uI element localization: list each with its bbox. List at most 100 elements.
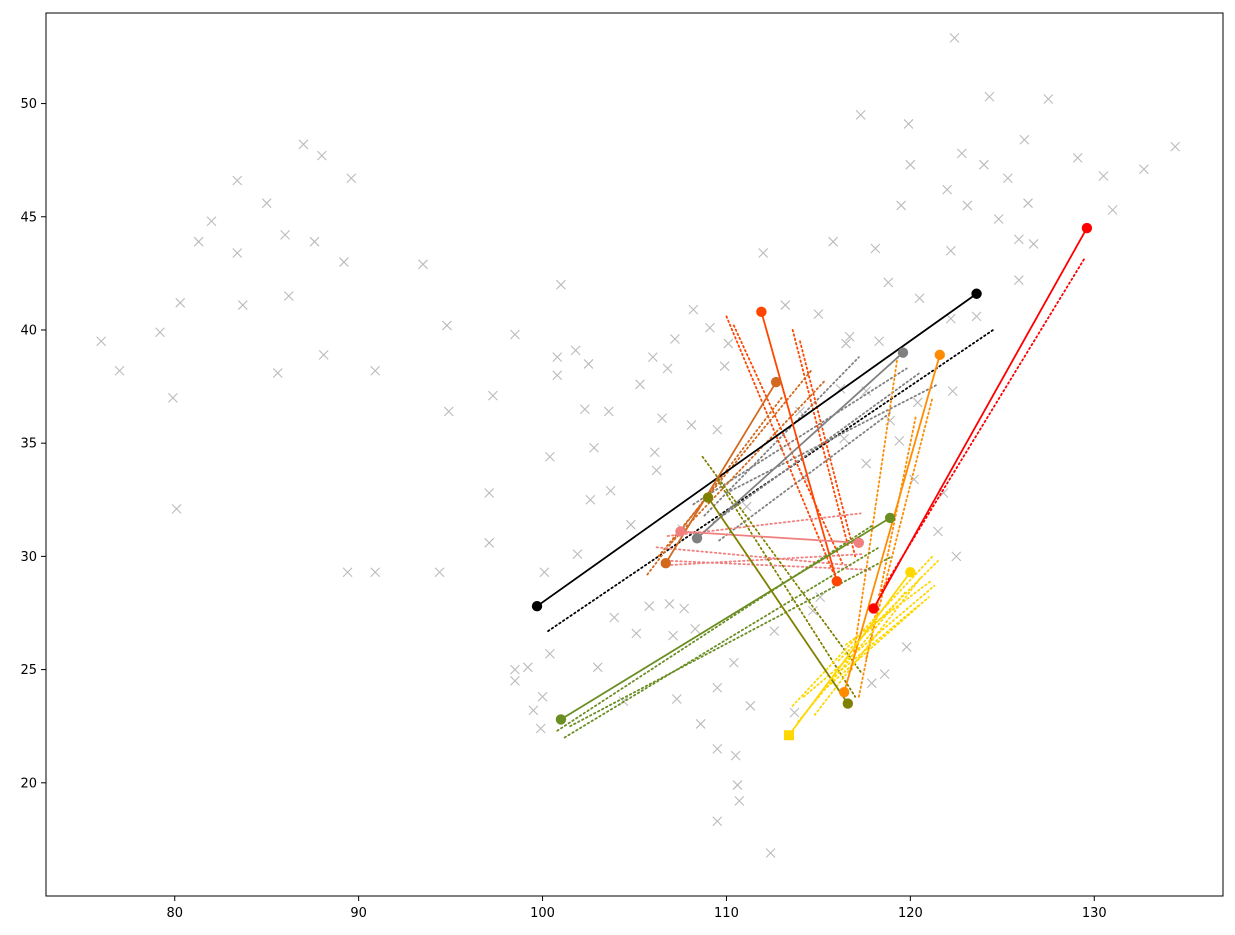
background-point	[942, 184, 953, 195]
background-point	[171, 503, 182, 514]
y-tick-label: 25	[20, 663, 37, 678]
background-point	[732, 780, 743, 790]
background-point	[649, 447, 660, 458]
background-point	[870, 243, 881, 254]
background-point	[808, 605, 818, 616]
dotted-segment	[878, 256, 1086, 596]
x-tick-label: 110	[714, 906, 739, 921]
background-point	[912, 397, 923, 408]
background-point	[971, 311, 982, 322]
dotted-segment	[556, 523, 875, 732]
dotted-segment	[670, 378, 827, 544]
background-point	[933, 526, 943, 537]
dotted-segment	[791, 329, 849, 546]
background-point	[309, 236, 320, 247]
background-point	[679, 603, 690, 614]
series-line	[536, 293, 978, 607]
series-line	[788, 571, 912, 736]
y-tick-label: 35	[20, 437, 37, 452]
background-point	[905, 159, 916, 170]
dotted-segment	[725, 315, 835, 574]
background-point	[839, 433, 850, 444]
series-line	[560, 517, 891, 721]
background-point	[668, 630, 679, 641]
series-line	[760, 311, 838, 582]
y-tick-label: 50	[20, 97, 37, 112]
background-point	[1043, 94, 1054, 104]
background-point	[1170, 141, 1181, 152]
background-point	[488, 390, 498, 401]
background-point	[510, 676, 520, 686]
background-point	[589, 442, 599, 453]
series-end-marker	[770, 376, 782, 388]
background-point	[346, 173, 357, 184]
series-end-marker	[842, 698, 854, 709]
y-axis: 20 25 30 35 40 45 50	[20, 97, 46, 791]
series-start-marker	[531, 600, 543, 612]
y-tick-label: 45	[20, 210, 37, 225]
dotted-segment	[563, 546, 880, 739]
background-point	[1023, 198, 1033, 209]
background-point	[583, 359, 594, 369]
dotted-segment	[547, 329, 995, 632]
series-line	[680, 530, 859, 544]
series-end-marker	[853, 537, 865, 548]
background-point	[155, 327, 165, 338]
dotted-segment	[865, 396, 934, 660]
background-point	[1019, 134, 1030, 145]
background-point	[894, 436, 905, 446]
background-point	[237, 300, 248, 310]
series-start-marker	[702, 492, 714, 503]
background-point	[951, 551, 962, 562]
background-point	[962, 200, 973, 211]
series-end-marker	[831, 576, 842, 587]
background-point	[712, 816, 723, 827]
background-point	[828, 236, 839, 247]
background-point	[585, 494, 596, 505]
background-point	[535, 723, 546, 734]
dotted-segment	[701, 455, 862, 673]
background-point	[193, 236, 204, 247]
background-point	[570, 345, 581, 356]
series-start-marker	[838, 687, 850, 698]
background-point	[1028, 239, 1039, 249]
background-point	[984, 91, 995, 102]
background-point	[556, 279, 566, 290]
series-line	[872, 227, 1088, 609]
series-start-marker	[555, 714, 567, 725]
background-point	[370, 567, 381, 578]
background-point	[631, 628, 642, 639]
background-point	[765, 848, 776, 858]
series-markers	[531, 222, 1093, 741]
background-point	[206, 216, 217, 227]
background-point	[484, 488, 495, 498]
background-point	[442, 320, 452, 331]
dotted-segment	[857, 415, 917, 698]
background-point	[769, 626, 780, 636]
dotted-segment	[725, 383, 939, 494]
series-line	[843, 354, 941, 693]
dotted-segment	[791, 555, 934, 707]
background-point	[945, 245, 956, 256]
background-point	[528, 705, 539, 716]
background-point	[339, 257, 349, 267]
plot-frame	[45, 12, 1224, 897]
x-tick-label: 90	[350, 906, 367, 921]
background-point	[298, 139, 309, 150]
background-point	[545, 648, 555, 659]
dotted-segment	[837, 560, 939, 662]
background-point	[342, 567, 353, 578]
series-start-marker	[660, 557, 671, 569]
background-point	[318, 349, 329, 360]
background-point	[537, 691, 548, 702]
dotted-segment	[646, 396, 783, 576]
background-point	[690, 623, 701, 634]
background-point	[522, 662, 533, 673]
background-point	[545, 451, 555, 462]
background-point	[625, 519, 636, 530]
background-point	[175, 297, 186, 308]
background-point	[1107, 205, 1118, 215]
series-end-marker	[884, 512, 896, 524]
background-point	[686, 420, 697, 430]
background-point	[879, 669, 890, 680]
